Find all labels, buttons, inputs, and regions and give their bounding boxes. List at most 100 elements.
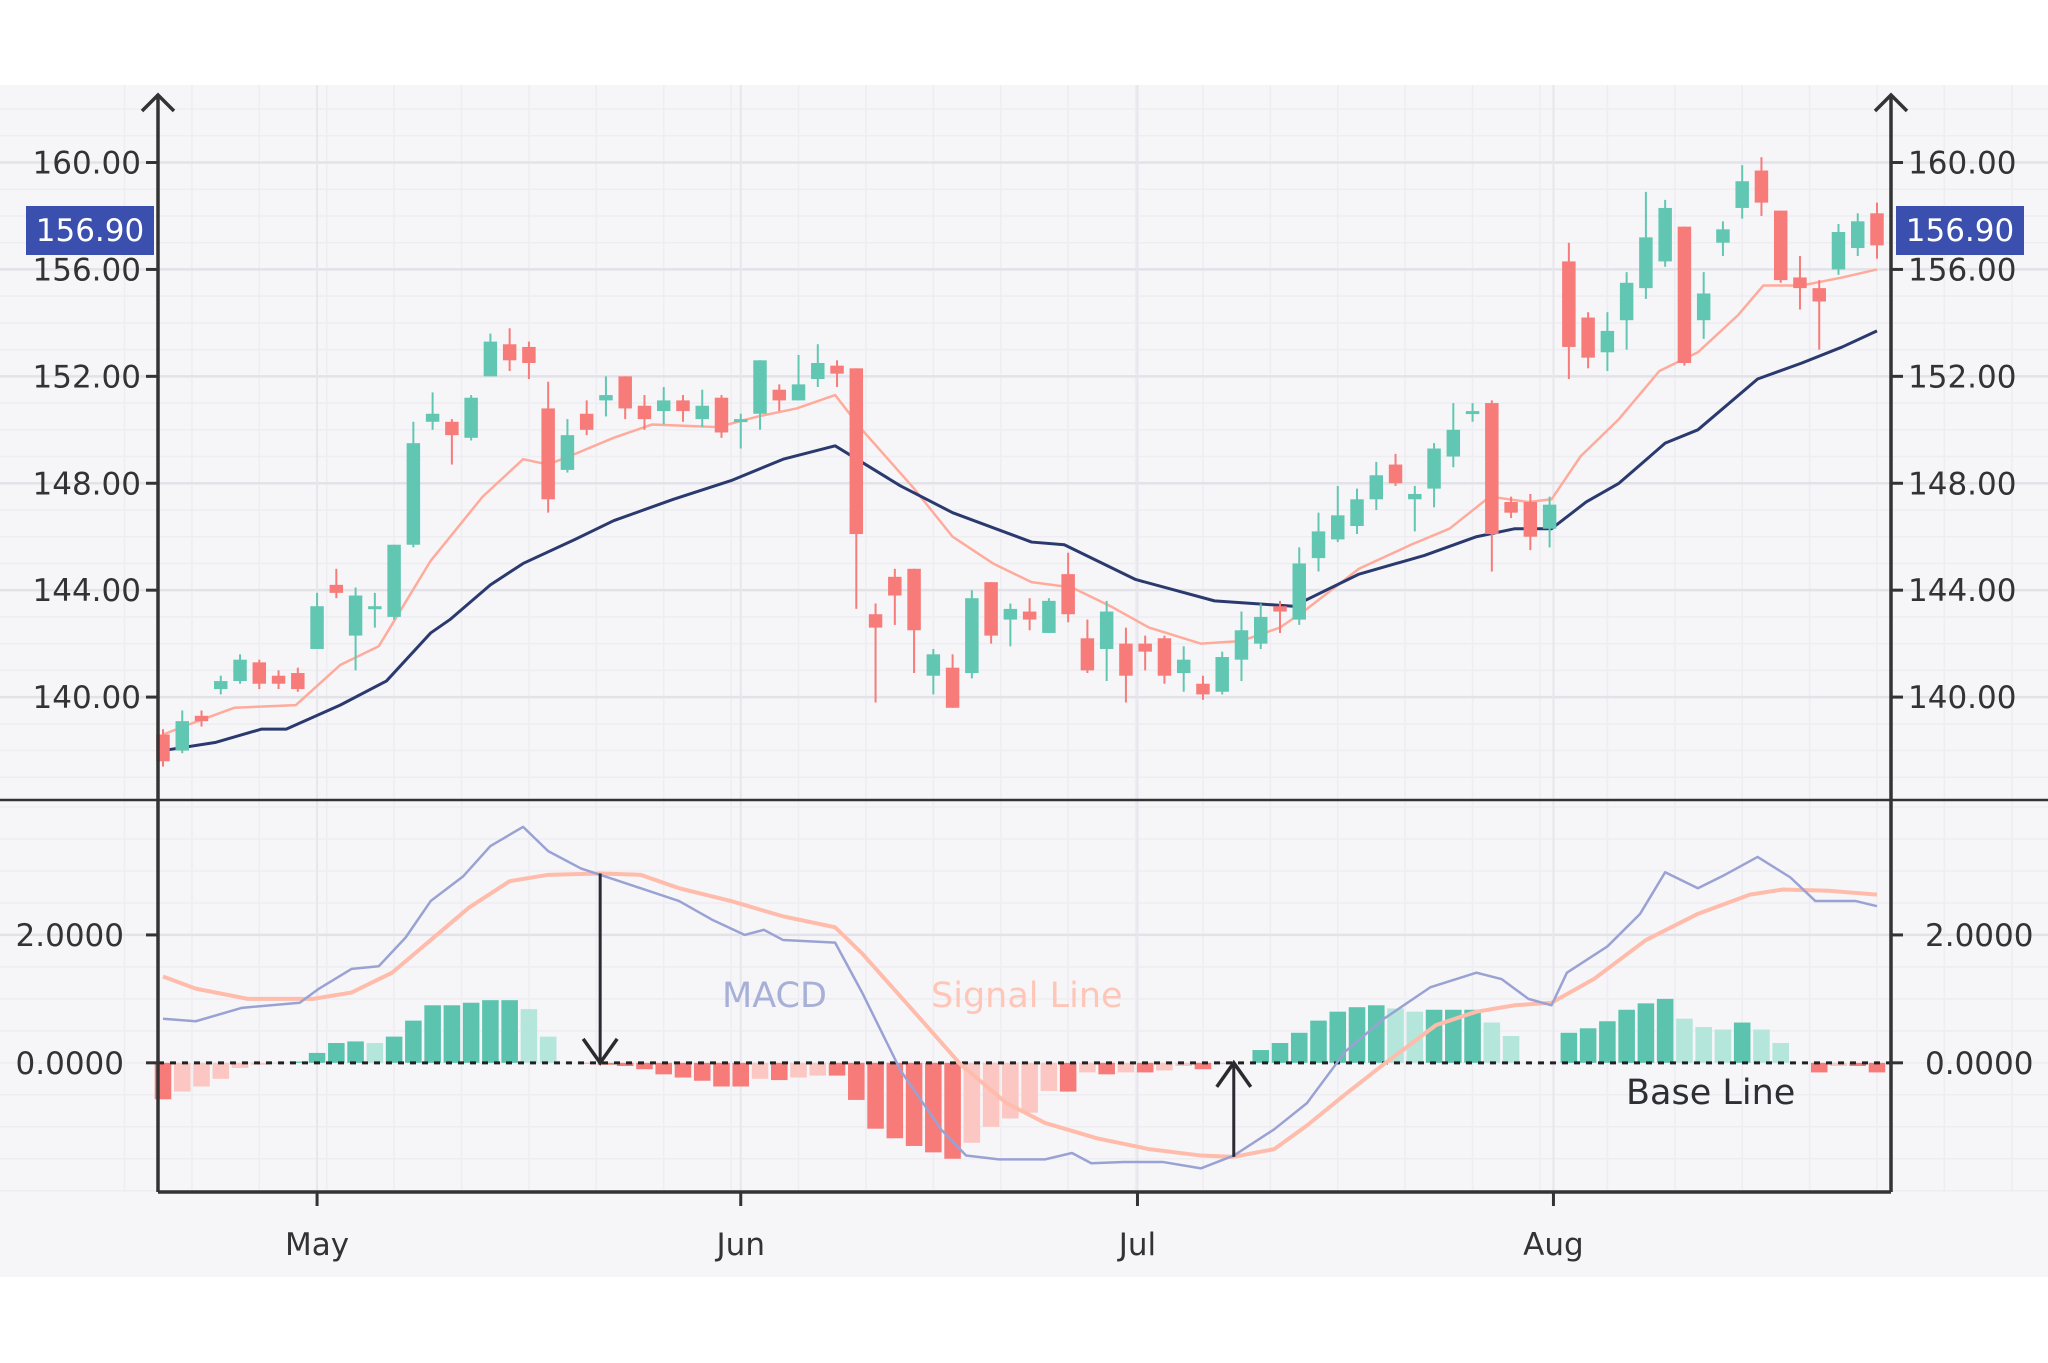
histogram-bar — [1348, 1007, 1366, 1063]
candle-down — [1523, 493, 1538, 551]
candle-body — [579, 413, 594, 430]
histogram-bar — [1117, 1062, 1135, 1073]
histogram-bar — [173, 1062, 191, 1092]
histogram-bar — [347, 1041, 364, 1063]
candle-body — [1427, 448, 1441, 489]
candle-up — [1099, 600, 1114, 682]
candle-up — [175, 710, 189, 754]
candle-body — [406, 443, 421, 545]
candle-up — [1716, 221, 1730, 257]
candle-body — [1234, 630, 1249, 660]
histogram-bar — [751, 1062, 769, 1079]
histogram-bar — [462, 1002, 480, 1063]
histogram-bar — [1868, 1062, 1886, 1073]
histogram-bar — [443, 1005, 461, 1063]
candle-up — [791, 354, 806, 401]
candle-body — [541, 408, 555, 500]
candle-body — [214, 681, 228, 690]
last-price-left: 156.90 — [36, 213, 144, 249]
candle-up — [926, 648, 941, 695]
candle-down — [907, 568, 921, 674]
histogram-bar — [308, 1052, 326, 1063]
candle-down — [1562, 242, 1576, 380]
candle-body — [1658, 207, 1672, 262]
histogram-bar — [713, 1062, 730, 1087]
histogram-bar — [886, 1062, 904, 1139]
candle-down — [445, 419, 459, 465]
candle-body — [1504, 501, 1518, 513]
histogram-bar — [1156, 1062, 1173, 1071]
candle-down — [984, 582, 998, 644]
histogram-bar — [790, 1062, 807, 1078]
candle-down — [1773, 210, 1788, 283]
histogram-bar — [1213, 1062, 1231, 1065]
candle-up — [1350, 488, 1364, 535]
candle-body — [1292, 563, 1306, 620]
labels: MACD Signal Line Base Line 156.90 156.90 — [26, 206, 2024, 1113]
candle-body — [1793, 277, 1807, 289]
histogram-bar — [212, 1062, 230, 1079]
candle-up — [464, 395, 478, 441]
candle-up — [1427, 443, 1441, 508]
candle-down — [772, 384, 787, 412]
candle-down — [1485, 400, 1499, 572]
candle-body — [291, 673, 305, 690]
histogram-bar — [1676, 1018, 1693, 1063]
price-pane — [156, 157, 1884, 767]
candle-body — [329, 584, 344, 593]
candle-body — [753, 360, 767, 414]
price-tick-label-left: 152.00 — [33, 359, 141, 395]
candle-up — [483, 333, 498, 377]
candle-down — [1504, 496, 1518, 519]
macd-tick-label-left: 0.0000 — [16, 1046, 124, 1082]
candle-down — [676, 395, 690, 422]
candle-down — [1870, 202, 1884, 259]
candle-body — [1253, 616, 1268, 644]
candle-body — [772, 389, 787, 401]
macd-series-label: MACD — [722, 976, 827, 1016]
histogram-bar — [982, 1062, 1000, 1127]
histogram-bar — [1810, 1062, 1828, 1073]
candle-up — [1446, 403, 1461, 468]
histogram-bar — [1425, 1009, 1443, 1063]
price-tick-label-left: 140.00 — [33, 680, 141, 716]
histogram-bar — [1079, 1062, 1096, 1073]
candle-body — [1080, 638, 1095, 671]
price-tick-label-left: 148.00 — [33, 466, 141, 502]
arrow-head — [581, 1037, 619, 1066]
histogram-bar — [944, 1062, 961, 1159]
candle-up — [1176, 646, 1191, 692]
crossover-arrow-down-icon — [581, 873, 619, 1066]
fast-moving-average-line — [162, 268, 1878, 736]
candle-body — [888, 576, 902, 596]
candle-up — [1851, 213, 1865, 257]
candle-body — [483, 341, 498, 377]
candle-body — [271, 675, 286, 684]
candle-body — [502, 344, 517, 361]
candle-body — [676, 400, 690, 412]
macd-tick-label-left: 2.0000 — [16, 918, 124, 954]
candle-body — [252, 662, 267, 684]
candle-up — [425, 392, 440, 430]
candle-body — [1331, 515, 1345, 540]
candle-body — [1716, 229, 1730, 243]
candle-up — [753, 360, 767, 430]
candle-body — [1870, 213, 1884, 246]
candle-up — [368, 592, 382, 628]
candle-body — [1061, 574, 1075, 615]
candle-body — [1003, 608, 1018, 620]
price-tick-label-right: 144.00 — [1908, 573, 2016, 609]
histogram-bar — [1021, 1062, 1038, 1113]
grid — [0, 85, 2048, 1192]
candle-body — [811, 362, 825, 380]
candle-body — [1176, 659, 1191, 674]
left-axis-arrow-icon — [140, 92, 176, 113]
candle-body — [1196, 683, 1210, 695]
candle-body — [1388, 464, 1403, 484]
price-tick-label-left: 144.00 — [33, 573, 141, 609]
histogram-bar — [1599, 1021, 1616, 1063]
candle-body — [695, 405, 709, 420]
histogram-bar — [482, 1000, 499, 1063]
candle-body — [387, 544, 401, 617]
